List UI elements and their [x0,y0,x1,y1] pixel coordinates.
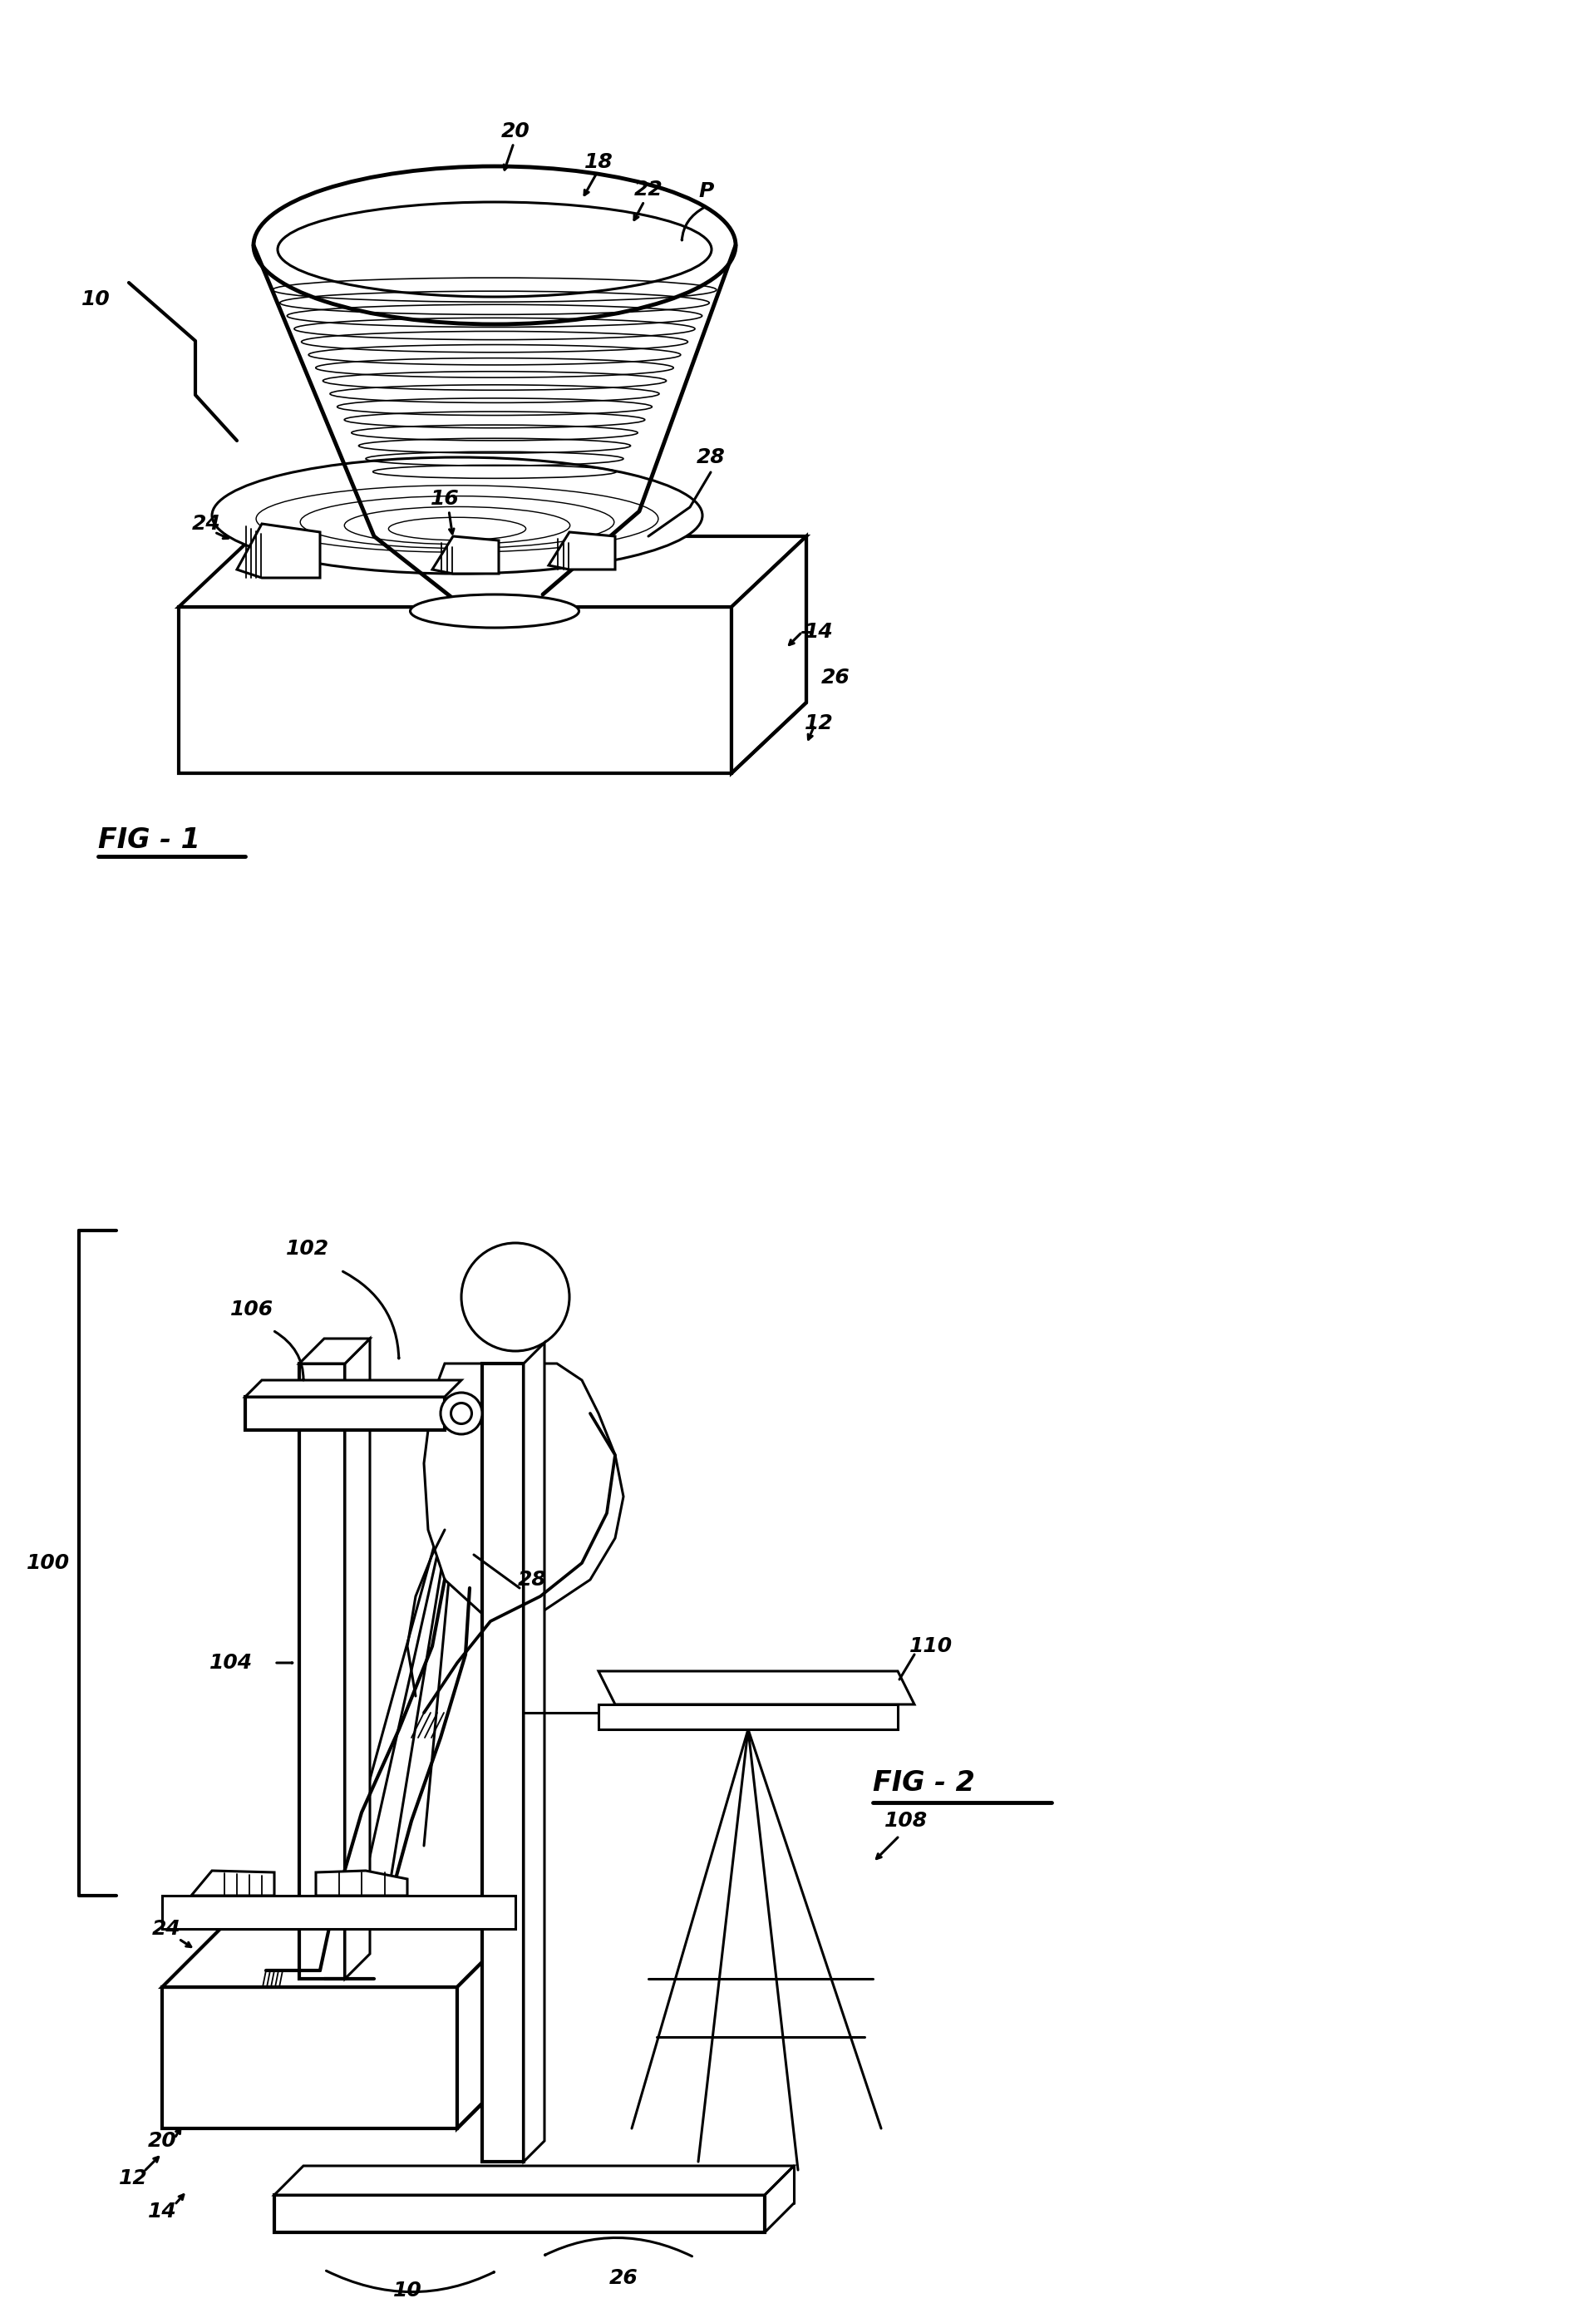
FancyArrowPatch shape [343,1272,399,1358]
Text: 26: 26 [820,668,849,687]
Text: 24: 24 [152,1920,180,1938]
FancyArrowPatch shape [275,1332,303,1381]
Polygon shape [598,1672,915,1705]
Polygon shape [482,1365,523,2163]
Text: 100: 100 [27,1552,70,1573]
Ellipse shape [410,594,579,627]
Ellipse shape [461,1242,570,1351]
Text: 104: 104 [209,1654,252,1672]
Polygon shape [163,1897,516,1929]
Ellipse shape [452,1404,472,1425]
Polygon shape [192,1871,275,1897]
Polygon shape [300,1339,370,1365]
Polygon shape [246,1397,445,1429]
Text: 18: 18 [584,153,613,171]
Polygon shape [345,1339,370,1978]
Polygon shape [433,537,498,574]
Text: 20: 20 [148,2130,177,2151]
Text: 28: 28 [517,1571,546,1589]
Text: P: P [699,180,713,201]
Ellipse shape [440,1392,482,1434]
Text: 14: 14 [148,2202,177,2220]
FancyArrowPatch shape [544,2237,693,2255]
Polygon shape [300,1365,345,1978]
Text: 106: 106 [230,1300,273,1318]
Text: 14: 14 [804,622,833,641]
Text: 12: 12 [804,712,833,733]
Ellipse shape [212,458,702,574]
Text: FIG - 1: FIG - 1 [97,826,200,853]
Polygon shape [425,1365,624,1621]
Text: 110: 110 [910,1635,953,1656]
Text: FIG - 2: FIG - 2 [873,1769,975,1797]
Polygon shape [523,1344,544,2163]
Polygon shape [236,523,321,578]
Text: 102: 102 [286,1240,329,1258]
FancyArrowPatch shape [326,2271,495,2292]
Polygon shape [598,1705,897,1730]
Polygon shape [275,2195,764,2232]
FancyArrowPatch shape [681,208,704,241]
Text: 10: 10 [393,2281,421,2301]
Text: 24: 24 [192,513,220,534]
Ellipse shape [254,167,736,324]
Polygon shape [275,2165,793,2195]
Text: 20: 20 [501,120,530,141]
Polygon shape [316,1871,407,1897]
Text: 22: 22 [634,180,662,199]
Text: 12: 12 [118,2167,147,2188]
Polygon shape [731,537,806,773]
Polygon shape [163,1929,516,1987]
Polygon shape [549,532,614,569]
Polygon shape [246,1381,461,1397]
Text: 16: 16 [431,488,460,509]
Polygon shape [179,606,731,773]
Text: 28: 28 [696,446,725,467]
Text: 10: 10 [81,289,110,310]
Polygon shape [163,1987,456,2128]
Polygon shape [456,1929,516,2128]
Polygon shape [179,537,806,606]
Text: 26: 26 [610,2269,638,2288]
Text: 108: 108 [884,1811,927,1832]
